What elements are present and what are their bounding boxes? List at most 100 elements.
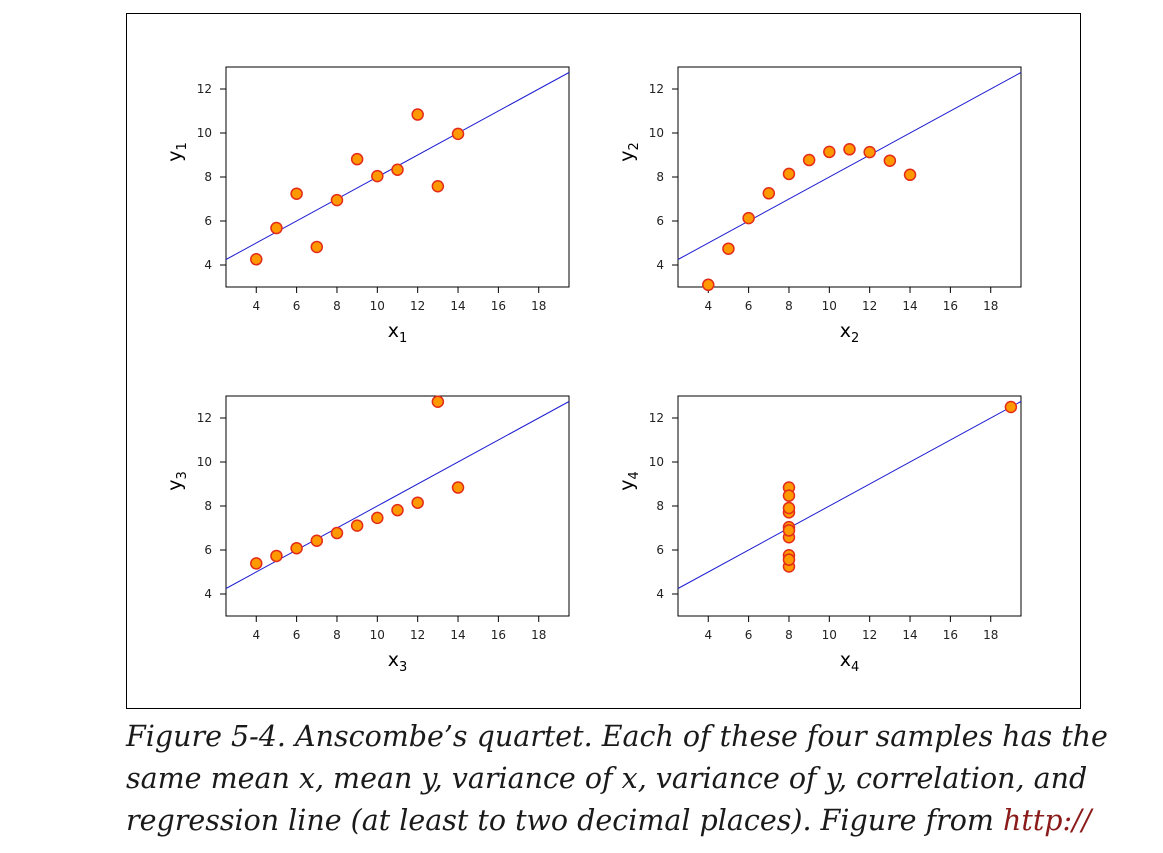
x-tick-label-3: 6 [293, 628, 301, 642]
regression-line-3 [225, 401, 570, 589]
x-tick-label-4: 4 [704, 628, 712, 642]
y-tick-label-2: 6 [656, 214, 664, 228]
y-tick-label-2: 4 [656, 258, 664, 272]
data-point-3 [350, 519, 364, 532]
x-tick-label-2: 6 [745, 299, 753, 313]
y-axis-title-1: y1 [164, 142, 190, 162]
x-tick-label-4: 8 [785, 628, 793, 642]
x-tick-label-3: 4 [252, 628, 260, 642]
data-point-4 [782, 489, 796, 502]
data-point-2 [802, 153, 816, 167]
y-axis-title-4: y4 [616, 471, 642, 491]
y-tick-label-2: 10 [649, 126, 664, 140]
data-point-1 [290, 187, 303, 200]
data-point-2 [742, 211, 755, 225]
x-tick-label-3: 10 [370, 628, 385, 642]
data-point-3 [330, 526, 344, 540]
data-point-1 [431, 179, 445, 193]
x-tick-label-4: 12 [862, 628, 877, 642]
x-tick-label-2: 12 [862, 299, 877, 313]
data-point-1 [270, 221, 283, 235]
x-tick-label-1: 8 [333, 299, 341, 313]
x-tick-label-1: 14 [450, 299, 465, 313]
x-axis-title-4: x4 [840, 649, 860, 675]
data-point-4 [782, 553, 796, 566]
y-tick-label-1: 4 [204, 258, 212, 272]
x-tick-label-1: 16 [491, 299, 506, 313]
y-tick-label-2: 8 [656, 170, 664, 184]
x-tick-label-1: 10 [370, 299, 385, 313]
x-axis-title-3: x3 [388, 649, 408, 675]
x-tick-label-4: 14 [902, 628, 917, 642]
x-tick-label-1: 12 [410, 299, 425, 313]
data-point-1 [330, 193, 344, 207]
x-tick-label-3: 18 [531, 628, 546, 642]
data-point-2 [863, 145, 876, 159]
data-point-2 [722, 242, 735, 255]
x-tick-label-1: 18 [531, 299, 546, 313]
y-tick-label-4: 10 [649, 455, 664, 469]
data-point-4 [1004, 400, 1018, 414]
x-tick-label-4: 6 [745, 628, 753, 642]
data-point-1 [411, 108, 424, 121]
y-tick-label-3: 10 [197, 455, 212, 469]
x-tick-label-3: 14 [450, 628, 465, 642]
x-tick-label-4: 16 [943, 628, 958, 642]
data-point-3 [451, 481, 465, 494]
caption-link[interactable]: http:// [1003, 804, 1092, 837]
y-tick-label-1: 10 [197, 126, 212, 140]
x-tick-label-2: 8 [785, 299, 793, 313]
x-tick-label-3: 12 [410, 628, 425, 642]
data-point-2 [903, 168, 917, 182]
x-tick-label-1: 6 [293, 299, 301, 313]
data-point-1 [350, 152, 364, 166]
data-point-2 [823, 145, 836, 159]
data-point-3 [391, 503, 404, 517]
x-tick-label-2: 4 [704, 299, 712, 313]
data-point-3 [290, 541, 303, 555]
y-tick-label-3: 12 [197, 411, 212, 425]
data-point-2 [702, 278, 715, 292]
caption-text: Figure 5-4. Anscombe’s quartet. Each of … [126, 720, 1108, 837]
data-point-3 [371, 511, 384, 525]
x-axis-title-2: x2 [840, 320, 860, 346]
regression-line-2 [677, 72, 1022, 260]
figure-caption: Figure 5-4. Anscombe’s quartet. Each of … [126, 716, 1126, 842]
data-point-1 [371, 169, 384, 183]
figure-frame [126, 13, 1081, 709]
x-tick-label-3: 16 [491, 628, 506, 642]
x-tick-label-2: 10 [822, 299, 837, 313]
data-point-3 [270, 549, 283, 563]
data-point-2 [782, 167, 796, 181]
x-tick-label-3: 8 [333, 628, 341, 642]
y-tick-label-1: 6 [204, 214, 212, 228]
data-point-1 [451, 127, 465, 141]
data-point-1 [310, 240, 324, 254]
data-point-4 [782, 524, 796, 537]
x-tick-label-2: 14 [902, 299, 917, 313]
data-point-3 [250, 557, 263, 570]
data-point-3 [431, 395, 445, 408]
x-tick-label-4: 18 [983, 628, 998, 642]
y-tick-label-3: 8 [204, 499, 212, 513]
x-tick-label-2: 16 [943, 299, 958, 313]
x-axis-title-1: x1 [388, 320, 408, 346]
y-axis-title-2: y2 [616, 142, 642, 162]
y-axis-title-3: y3 [164, 471, 190, 491]
data-point-4 [782, 501, 796, 515]
regression-line-4 [677, 401, 1022, 589]
y-tick-label-4: 8 [656, 499, 664, 513]
data-point-3 [310, 534, 324, 548]
data-point-2 [762, 187, 776, 200]
y-tick-label-4: 6 [656, 543, 664, 557]
data-point-2 [883, 154, 897, 167]
y-tick-label-4: 4 [656, 587, 664, 601]
data-point-1 [250, 253, 263, 266]
data-point-2 [843, 143, 856, 156]
x-tick-label-4: 10 [822, 628, 837, 642]
